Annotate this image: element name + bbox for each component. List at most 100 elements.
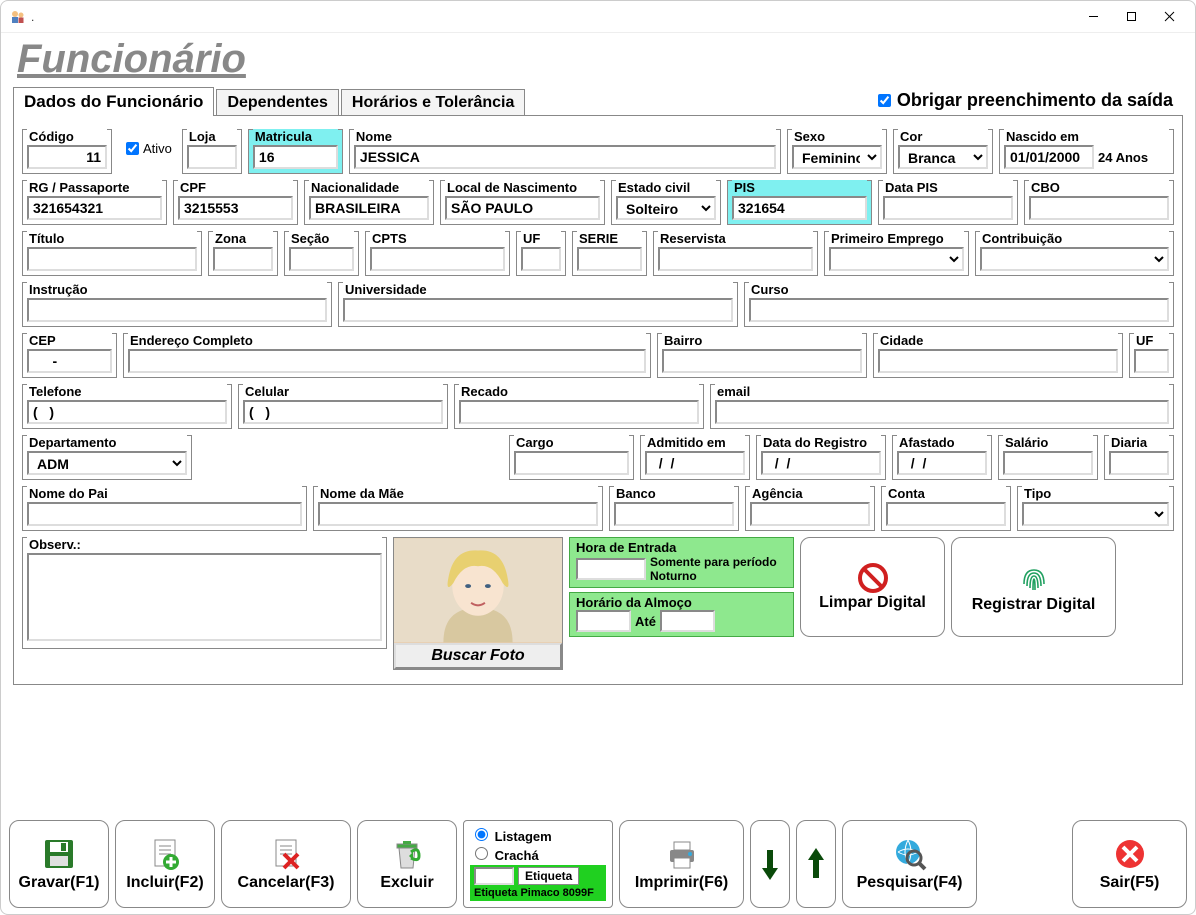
departamento-select[interactable]: ADM	[27, 451, 187, 475]
rg-input[interactable]	[27, 196, 162, 220]
estadocivil-select[interactable]: Solteiro	[616, 196, 716, 220]
tab-dados[interactable]: Dados do Funcionário	[13, 87, 214, 116]
gravar-button[interactable]: Gravar(F1)	[9, 820, 109, 908]
curso-input[interactable]	[749, 298, 1169, 322]
contribuicao-select[interactable]	[980, 247, 1169, 271]
matricula-input[interactable]	[253, 145, 338, 169]
recado-input[interactable]	[459, 400, 699, 424]
radio-listagem[interactable]: Listagem	[470, 825, 606, 844]
admitido-input[interactable]	[645, 451, 745, 475]
cargo-label: Cargo	[514, 435, 629, 450]
celular-input[interactable]	[243, 400, 443, 424]
etiqueta-button[interactable]: Etiqueta	[518, 867, 579, 885]
localnasc-label: Local de Nascimento	[445, 180, 600, 195]
matricula-label: Matricula	[253, 129, 338, 144]
instrucao-input[interactable]	[27, 298, 327, 322]
cor-select[interactable]: Branca	[898, 145, 988, 169]
almoco-to-input[interactable]	[660, 610, 715, 632]
observ-group: Observ.:	[22, 537, 387, 649]
radio-cracha[interactable]: Crachá	[470, 844, 606, 863]
almoco-from-input[interactable]	[576, 610, 631, 632]
salario-input[interactable]	[1003, 451, 1093, 475]
codigo-input[interactable]	[27, 145, 107, 169]
curso-label: Curso	[749, 282, 1169, 297]
observ-textarea[interactable]	[27, 553, 382, 641]
loja-input[interactable]	[187, 145, 237, 169]
ufend-input[interactable]	[1134, 349, 1169, 373]
cargo-input[interactable]	[514, 451, 629, 475]
close-button[interactable]	[1151, 5, 1187, 29]
bairro-input[interactable]	[662, 349, 862, 373]
obrigar-saida-input[interactable]	[878, 94, 891, 107]
maximize-button[interactable]	[1113, 5, 1149, 29]
serie-input[interactable]	[577, 247, 642, 271]
nacionalidade-input[interactable]	[309, 196, 429, 220]
nascido-age: 24 Anos	[1098, 150, 1148, 165]
excluir-button[interactable]: Excluir	[357, 820, 457, 908]
telefone-label: Telefone	[27, 384, 227, 399]
sexo-select[interactable]: Feminino	[792, 145, 882, 169]
arrow-up-icon	[806, 846, 826, 882]
ufcpts-label: UF	[521, 231, 561, 246]
imprimir-button[interactable]: Imprimir(F6)	[619, 820, 744, 908]
secao-input[interactable]	[289, 247, 354, 271]
email-input[interactable]	[715, 400, 1169, 424]
banco-input[interactable]	[614, 502, 734, 526]
dataregistro-input[interactable]	[761, 451, 881, 475]
down-button[interactable]	[750, 820, 790, 908]
limpar-digital-button[interactable]: Limpar Digital	[800, 537, 945, 637]
localnasc-input[interactable]	[445, 196, 600, 220]
zona-input[interactable]	[213, 247, 273, 271]
cancelar-button[interactable]: Cancelar(F3)	[221, 820, 351, 908]
telefone-input[interactable]	[27, 400, 227, 424]
sair-button[interactable]: Sair(F5)	[1072, 820, 1187, 908]
afastado-group: Afastado	[892, 435, 992, 480]
hora-entrada-input[interactable]	[576, 558, 646, 580]
primeiroemprego-select[interactable]	[829, 247, 964, 271]
cbo-label: CBO	[1029, 180, 1169, 195]
datapis-input[interactable]	[883, 196, 1013, 220]
tipo-select[interactable]	[1022, 502, 1169, 526]
tab-row: Dados do Funcionário Dependentes Horário…	[13, 86, 1183, 115]
registrar-digital-button[interactable]: Registrar Digital	[951, 537, 1116, 637]
cracha-label: Crachá	[495, 848, 539, 863]
nomepai-label: Nome do Pai	[27, 486, 302, 501]
nascido-input[interactable]	[1004, 145, 1094, 169]
contribuicao-label: Contribuição	[980, 231, 1169, 246]
etiqueta-input[interactable]	[474, 867, 514, 885]
afastado-input[interactable]	[897, 451, 987, 475]
nome-input[interactable]	[354, 145, 776, 169]
agencia-input[interactable]	[750, 502, 870, 526]
up-button[interactable]	[796, 820, 836, 908]
forbidden-icon	[857, 562, 889, 594]
ativo-checkbox[interactable]	[126, 142, 139, 155]
buscar-foto-button[interactable]: Buscar Foto	[394, 643, 562, 669]
obrigar-saida-checkbox[interactable]: Obrigar preenchimento da saída	[874, 90, 1183, 115]
nomepai-input[interactable]	[27, 502, 302, 526]
incluir-button[interactable]: Incluir(F2)	[115, 820, 215, 908]
nomemae-input[interactable]	[318, 502, 598, 526]
horario-almoco-group: Horário da Almoço Até	[569, 592, 794, 637]
ufcpts-input[interactable]	[521, 247, 561, 271]
cbo-input[interactable]	[1029, 196, 1169, 220]
cidade-input[interactable]	[878, 349, 1118, 373]
tab-horarios[interactable]: Horários e Tolerância	[341, 89, 525, 116]
banco-label: Banco	[614, 486, 734, 501]
cpf-input[interactable]	[178, 196, 293, 220]
endereco-input[interactable]	[128, 349, 646, 373]
tab-dependentes[interactable]: Dependentes	[216, 89, 338, 116]
titulo-input[interactable]	[27, 247, 197, 271]
diaria-input[interactable]	[1109, 451, 1169, 475]
minimize-button[interactable]	[1075, 5, 1111, 29]
cpts-input[interactable]	[370, 247, 505, 271]
hora-entrada-group: Hora de Entrada Somente para período Not…	[569, 537, 794, 588]
reservista-input[interactable]	[658, 247, 813, 271]
photo-image	[394, 538, 562, 643]
conta-input[interactable]	[886, 502, 1006, 526]
pesquisar-button[interactable]: Pesquisar(F4)	[842, 820, 977, 908]
cep-input[interactable]	[27, 349, 112, 373]
pis-input[interactable]	[732, 196, 867, 220]
universidade-input[interactable]	[343, 298, 733, 322]
pis-label: PIS	[732, 180, 867, 195]
bairro-label: Bairro	[662, 333, 862, 348]
